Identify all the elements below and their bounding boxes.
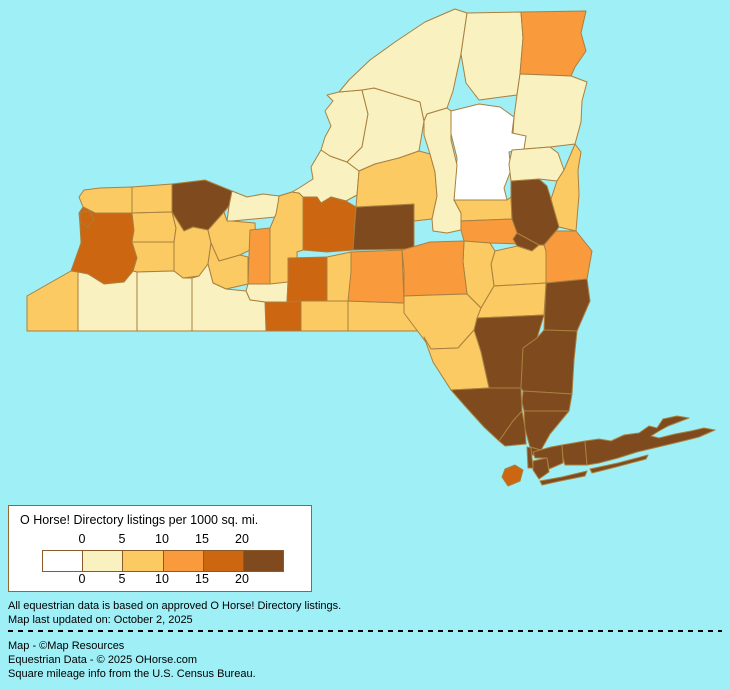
county-region[interactable] [519,10,587,77]
county-region[interactable] [539,470,588,486]
legend-tick-label: 15 [195,532,209,546]
county-region[interactable] [245,281,289,303]
legend-tick-label: 5 [118,572,126,586]
county-region[interactable] [131,241,175,273]
county-region[interactable] [26,270,79,332]
county-region[interactable] [423,107,462,234]
county-region[interactable] [550,143,582,232]
county-region[interactable] [532,457,550,480]
legend-tick-label: 20 [235,532,249,546]
county-region[interactable] [326,251,352,303]
county-region[interactable] [543,278,591,332]
county-region[interactable] [191,263,267,332]
legend-swatch [162,551,203,571]
county-region[interactable] [352,203,415,251]
county-region[interactable] [532,444,564,470]
county-region[interactable] [589,454,649,474]
dashed-divider [8,630,722,632]
legend-tick-label: 0 [78,532,86,546]
county-region[interactable] [131,183,173,214]
county-region[interactable] [264,300,302,332]
caption-data-copyright: Equestrian Data - © 2025 OHorse.com [8,654,198,666]
legend-ticks-bottom: 0 5 10 15 20 [42,572,282,586]
county-region[interactable] [79,210,95,228]
legend-title: O Horse! Directory listings per 1000 sq.… [20,513,259,527]
legend-swatch [82,551,123,571]
county-region[interactable] [521,390,573,412]
legend-tick-label: 20 [235,572,249,586]
county-region[interactable] [338,8,468,122]
legend-color-bar [42,550,284,572]
county-region[interactable] [490,244,547,287]
county-region[interactable] [523,410,570,451]
legend-swatch [202,551,243,571]
legend-tick-label: 0 [78,572,86,586]
county-region[interactable] [453,196,513,222]
county-region[interactable] [136,270,193,332]
legend-swatch [43,551,83,571]
legend-tick-label: 15 [195,572,209,586]
legend-tick-label: 5 [118,532,126,546]
county-region[interactable] [347,249,405,304]
county-region[interactable] [543,230,593,284]
legend-tick-label: 10 [155,572,169,586]
caption-census-note: Square mileage info from the U.S. Census… [8,668,256,680]
legend-tick-label: 10 [155,532,169,546]
caption-map-copyright: Map - ©Map Resources [8,640,125,652]
county-region[interactable] [561,440,588,466]
county-region[interactable] [300,300,349,332]
legend-ticks-top: 0 5 10 15 20 [42,532,282,546]
county-region[interactable] [302,196,357,253]
county-region[interactable] [403,293,482,350]
caption-data-source: All equestrian data is based on approved… [8,600,342,612]
caption-last-updated: Map last updated on: October 2, 2025 [8,614,193,626]
county-region[interactable] [286,256,328,303]
county-region[interactable] [423,329,490,391]
legend-box: O Horse! Directory listings per 1000 sq.… [8,505,312,592]
county-region[interactable] [401,240,468,297]
county-region[interactable] [584,415,716,466]
county-region[interactable] [460,11,524,101]
county-region[interactable] [77,270,138,332]
legend-swatch [122,551,163,571]
county-region[interactable] [247,227,271,285]
legend-swatch [242,551,284,571]
county-region[interactable] [508,146,565,182]
county-region[interactable] [501,464,524,487]
county-region[interactable] [131,211,177,243]
